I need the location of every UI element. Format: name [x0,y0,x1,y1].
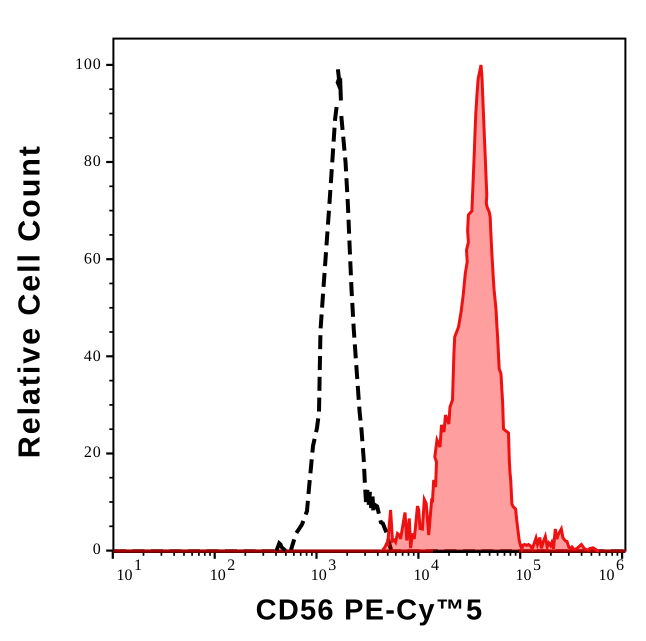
svg-text:Relative Cell Count: Relative Cell Count [13,144,47,458]
svg-text:100: 100 [75,56,101,73]
svg-text:40: 40 [84,348,102,365]
svg-text:80: 80 [84,153,102,170]
svg-text:60: 60 [84,251,102,268]
svg-text:0: 0 [93,541,102,558]
svg-text:20: 20 [84,444,102,461]
svg-text:CD56 PE-Cy™5: CD56 PE-Cy™5 [256,594,484,626]
